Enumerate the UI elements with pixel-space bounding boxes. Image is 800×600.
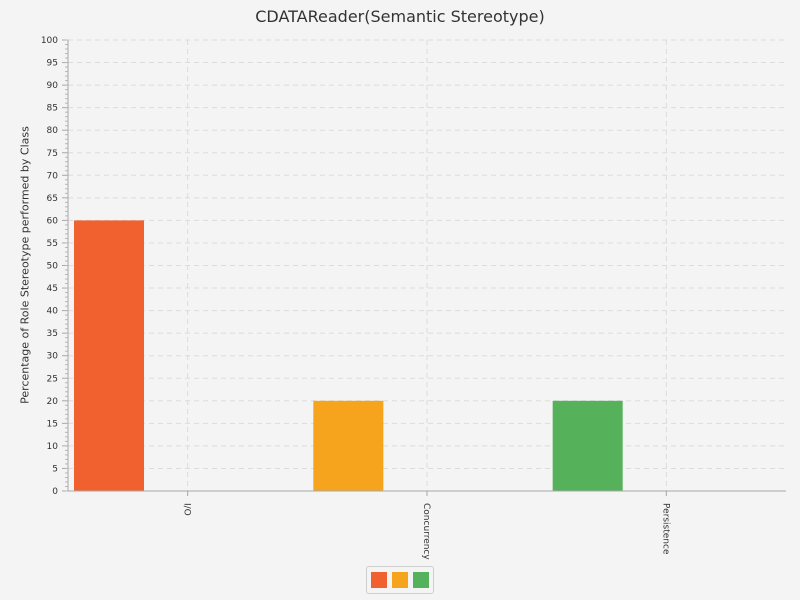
legend [366,566,434,594]
bar-i-o [74,220,144,491]
y-tick-label: 60 [47,216,59,226]
x-tick-label: I/O [182,503,192,516]
y-tick-label: 90 [47,81,59,91]
y-tick-label: 35 [47,329,58,339]
legend-swatch [413,572,429,588]
y-tick-label: 0 [52,487,58,497]
bar-concurrency [313,400,384,491]
legend-swatch [392,572,408,588]
grid [68,39,786,491]
y-tick-label: 40 [47,307,59,317]
y-tick-label: 10 [47,442,59,452]
y-tick-label: 30 [47,352,59,362]
y-tick-label: 20 [47,397,59,407]
y-tick-label: 50 [47,262,59,272]
y-tick-label: 95 [47,59,58,69]
x-tick-label: Persistence [660,503,670,555]
y-tick-label: 70 [47,171,59,181]
y-tick-label: 25 [47,374,58,384]
y-tick-label: 55 [47,239,58,249]
y-tick-label: 5 [52,464,58,474]
y-tick-label: 15 [47,419,58,429]
y-tick-label: 80 [47,126,59,136]
y-tick-label: 65 [47,194,58,204]
bar-persistence [552,400,623,491]
y-tick-label: 100 [41,36,58,46]
legend-swatch [371,572,387,588]
chart-title: CDATAReader(Semantic Stereotype) [255,7,545,26]
x-tick-label: Concurrency [421,503,431,560]
axes: 0 5 10 15 20 25 30 35 40 45 50 55 60 65 70 75 80 85 90 95 10… [41,36,786,560]
y-tick-label: 75 [47,149,58,159]
y-tick-label: 45 [47,284,58,294]
bars [74,220,623,491]
y-tick-label: 85 [47,104,58,114]
